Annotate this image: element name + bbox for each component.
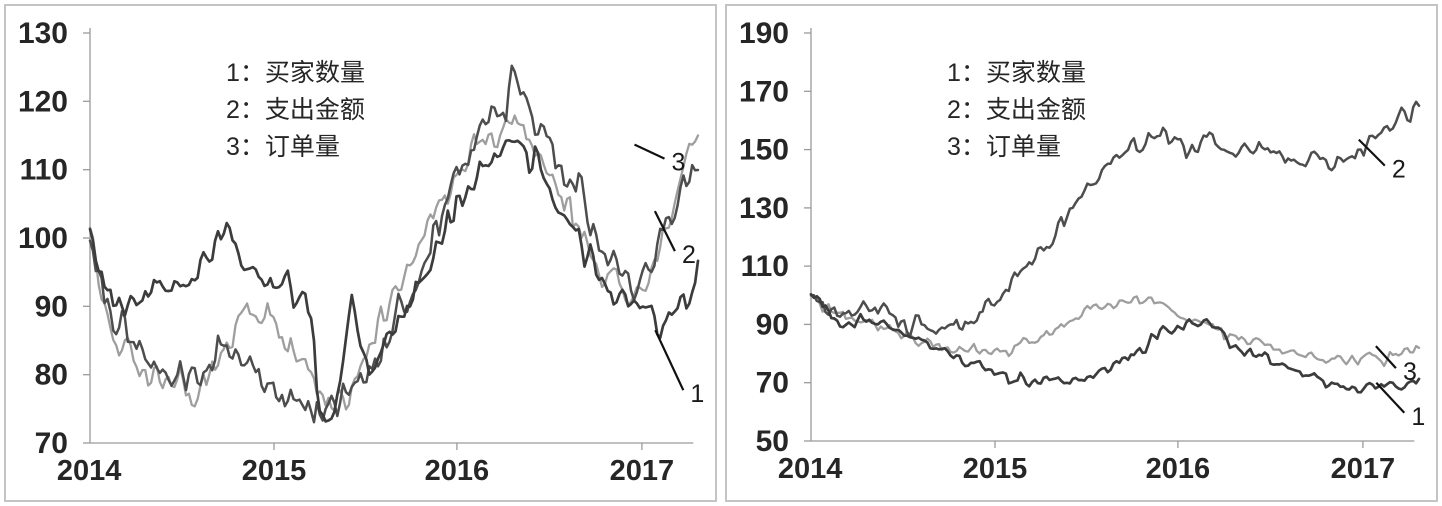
svg-text:1：买家数量: 1：买家数量 [226, 59, 365, 87]
svg-text:1: 1 [690, 380, 704, 408]
svg-text:1：买家数量: 1：买家数量 [947, 59, 1086, 87]
svg-text:3: 3 [672, 149, 686, 177]
svg-text:2: 2 [1392, 156, 1406, 184]
svg-text:110: 110 [20, 154, 68, 187]
svg-text:2016: 2016 [1146, 453, 1211, 485]
svg-text:2016: 2016 [425, 455, 490, 487]
svg-text:2：支出金额: 2：支出金额 [226, 96, 365, 124]
svg-text:170: 170 [739, 75, 789, 108]
svg-text:80: 80 [35, 359, 68, 392]
svg-text:2014: 2014 [57, 455, 122, 487]
svg-text:2017: 2017 [610, 455, 675, 487]
svg-text:2014: 2014 [778, 453, 843, 485]
svg-text:1: 1 [1411, 403, 1425, 431]
svg-text:150: 150 [739, 134, 789, 167]
svg-text:90: 90 [35, 290, 68, 323]
svg-text:70: 70 [756, 367, 789, 400]
svg-text:110: 110 [741, 250, 789, 283]
svg-text:2: 2 [682, 241, 696, 269]
svg-text:130: 130 [18, 17, 68, 50]
svg-text:3：订单量: 3：订单量 [947, 133, 1061, 161]
svg-text:2015: 2015 [963, 453, 1028, 485]
svg-text:100: 100 [18, 222, 68, 255]
svg-text:90: 90 [756, 308, 789, 341]
svg-text:2015: 2015 [242, 455, 307, 487]
svg-text:3: 3 [1403, 358, 1417, 386]
svg-text:190: 190 [739, 17, 789, 50]
svg-text:2：支出金额: 2：支出金额 [947, 96, 1086, 124]
svg-text:130: 130 [739, 192, 789, 225]
svg-text:120: 120 [18, 85, 68, 118]
svg-text:2017: 2017 [1331, 453, 1396, 485]
svg-text:3：订单量: 3：订单量 [226, 133, 340, 161]
